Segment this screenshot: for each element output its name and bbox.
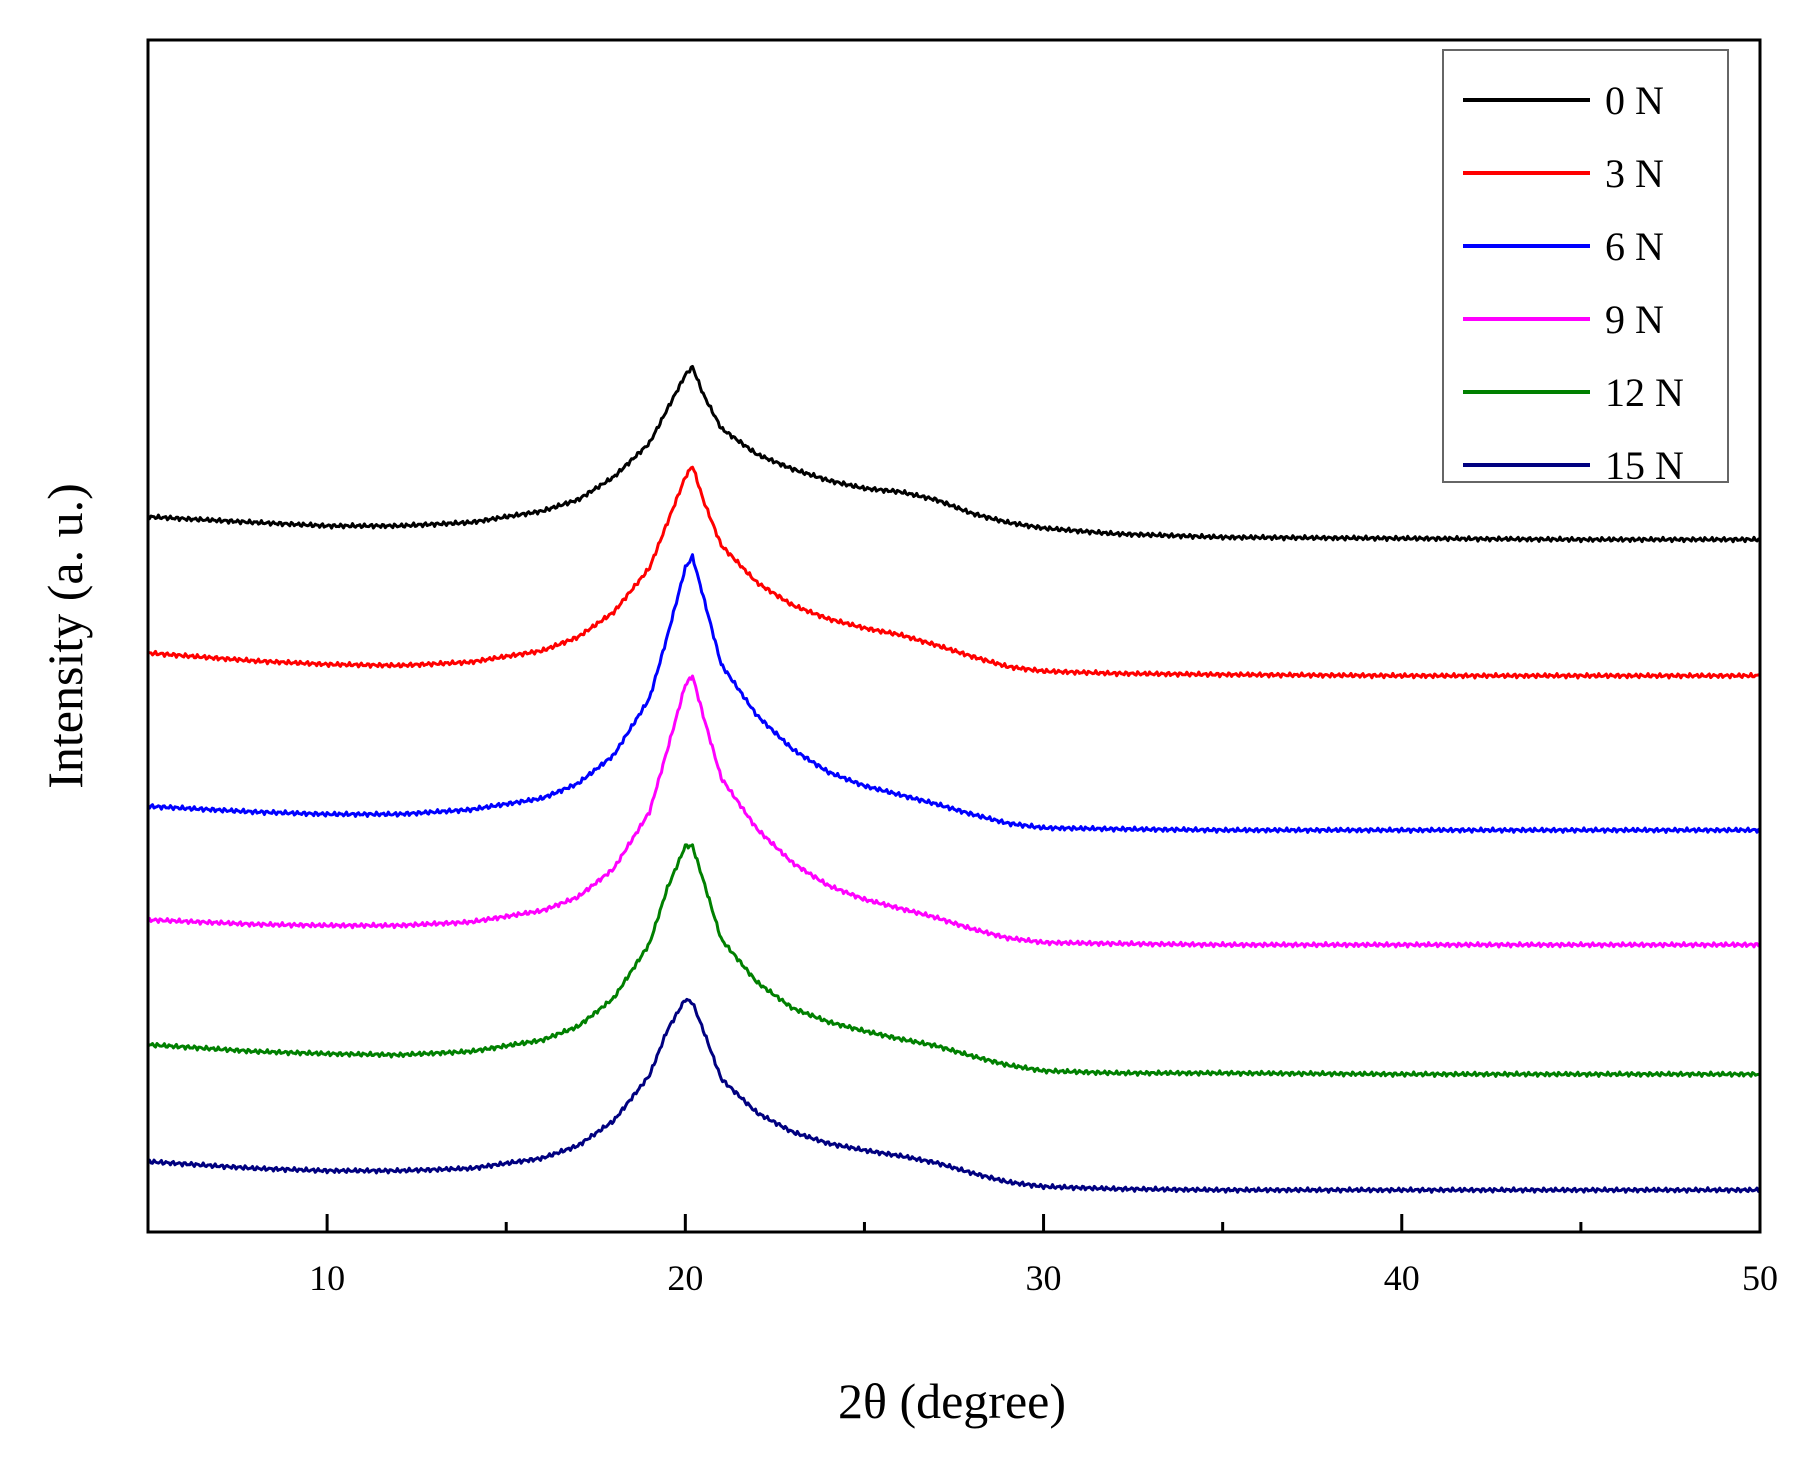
legend-label: 3 N xyxy=(1605,151,1664,196)
legend-label: 9 N xyxy=(1605,297,1664,342)
x-tick-label: 10 xyxy=(309,1258,345,1298)
series-line-15n xyxy=(147,997,1762,1194)
legend-label: 15 N xyxy=(1605,443,1684,488)
series-line-6n xyxy=(146,553,1761,834)
legend-label: 0 N xyxy=(1605,78,1664,123)
series-line-9n xyxy=(147,674,1761,949)
series-group xyxy=(146,364,1762,1194)
series-line-3n xyxy=(147,465,1761,680)
x-tick-label: 40 xyxy=(1384,1258,1420,1298)
y-axis-title: Intensity (a. u.) xyxy=(37,483,93,788)
x-axis-title: 2θ (degree) xyxy=(838,1373,1066,1429)
plot-frame xyxy=(146,38,1762,1234)
series-line-12n xyxy=(147,843,1761,1078)
series-line-0n xyxy=(146,364,1761,544)
x-axis-ticks: 10 20 30 40 50 xyxy=(309,1214,1778,1298)
legend-label: 6 N xyxy=(1605,224,1664,269)
legend-box xyxy=(1442,49,1729,483)
legend-label: 12 N xyxy=(1605,370,1684,415)
legend: 0 N 3 N 6 N 9 N 12 N 15 N xyxy=(1442,49,1729,488)
x-tick-label: 20 xyxy=(667,1258,703,1298)
x-tick-label: 30 xyxy=(1026,1258,1062,1298)
x-tick-label: 50 xyxy=(1742,1258,1778,1298)
